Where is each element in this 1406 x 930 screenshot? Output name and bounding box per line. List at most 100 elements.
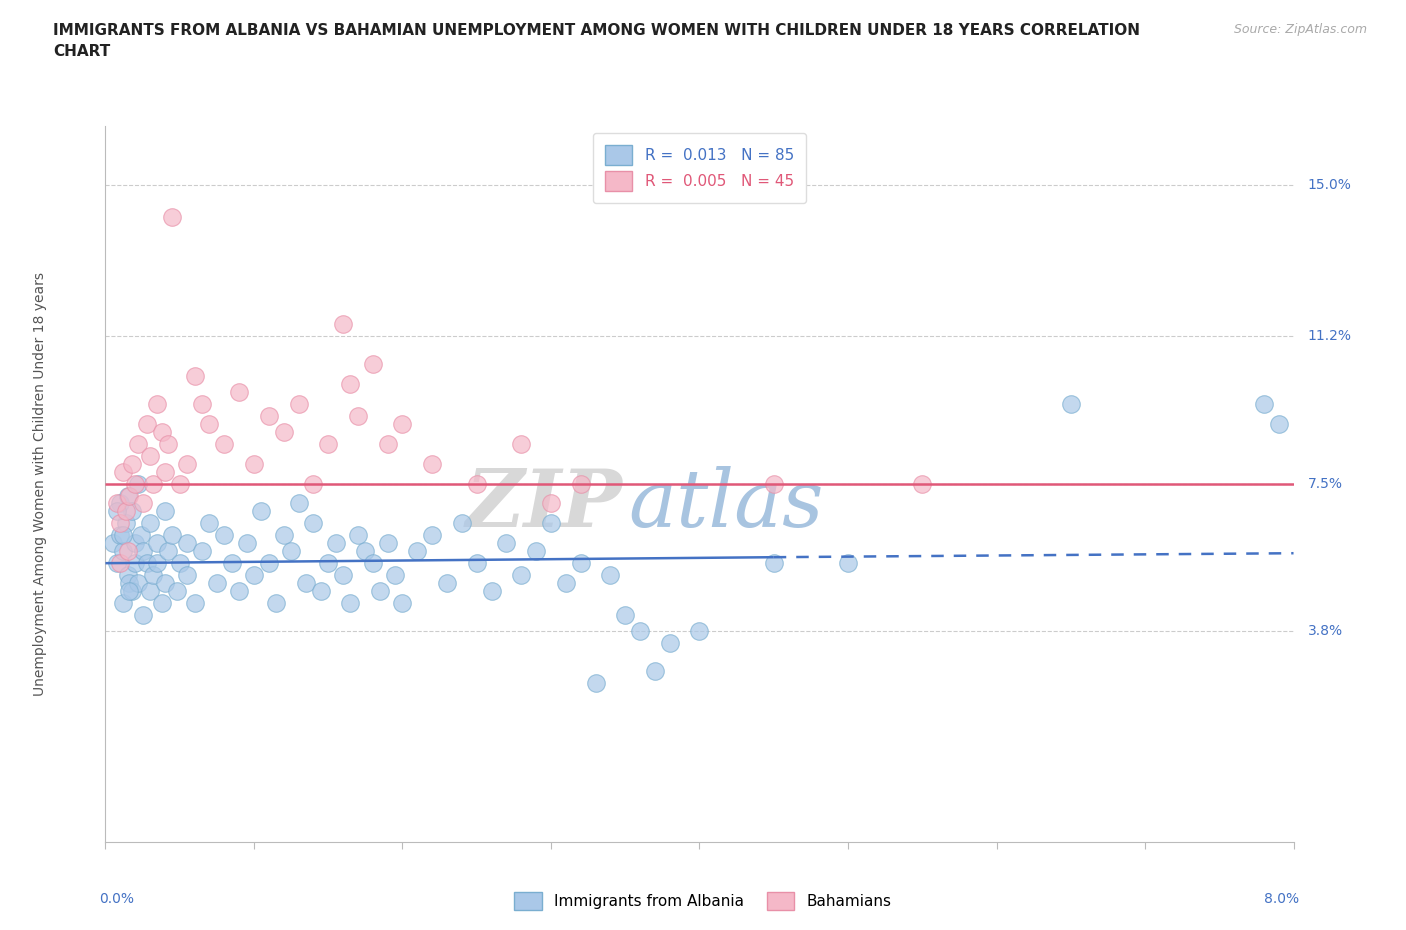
Point	[117, 544, 139, 559]
Point	[198, 417, 221, 432]
Point	[214, 436, 236, 451]
Point	[156, 436, 179, 451]
Point	[150, 424, 173, 439]
Point	[142, 567, 165, 582]
Point	[658, 635, 681, 650]
Point	[250, 504, 273, 519]
Point	[115, 516, 138, 531]
Point	[131, 607, 153, 622]
Point	[105, 496, 128, 511]
Point	[243, 567, 266, 582]
Point	[117, 567, 139, 582]
Point	[118, 576, 141, 591]
Point	[510, 567, 533, 582]
Point	[221, 556, 243, 571]
Point	[273, 424, 295, 439]
Point	[198, 516, 221, 531]
Point	[257, 556, 280, 571]
Point	[361, 556, 384, 571]
Point	[124, 556, 146, 571]
Point	[124, 476, 146, 491]
Text: ZIP: ZIP	[465, 466, 623, 544]
Text: 8.0%: 8.0%	[1264, 892, 1299, 906]
Point	[287, 396, 309, 411]
Point	[121, 457, 143, 472]
Point	[105, 504, 128, 519]
Point	[316, 436, 339, 451]
Point	[339, 377, 361, 392]
Point	[112, 595, 135, 610]
Text: Unemployment Among Women with Children Under 18 years: Unemployment Among Women with Children U…	[34, 272, 48, 696]
Point	[146, 396, 169, 411]
Point	[495, 536, 517, 551]
Point	[1253, 396, 1275, 411]
Point	[465, 556, 488, 571]
Point	[287, 496, 309, 511]
Point	[235, 536, 257, 551]
Point	[146, 556, 169, 571]
Point	[339, 595, 361, 610]
Point	[150, 595, 173, 610]
Point	[121, 504, 143, 519]
Point	[510, 436, 533, 451]
Point	[762, 556, 785, 571]
Point	[762, 476, 785, 491]
Point	[569, 556, 592, 571]
Point	[377, 436, 399, 451]
Point	[101, 536, 124, 551]
Point	[450, 516, 472, 531]
Text: atlas: atlas	[628, 466, 824, 544]
Point	[191, 396, 214, 411]
Text: IMMIGRANTS FROM ALBANIA VS BAHAMIAN UNEMPLOYMENT AMONG WOMEN WITH CHILDREN UNDER: IMMIGRANTS FROM ALBANIA VS BAHAMIAN UNEM…	[53, 23, 1140, 60]
Point	[162, 209, 184, 224]
Point	[176, 567, 198, 582]
Point	[354, 544, 377, 559]
Point	[156, 544, 179, 559]
Point	[169, 476, 191, 491]
Point	[110, 528, 132, 543]
Point	[309, 584, 332, 599]
Point	[347, 528, 370, 543]
Point	[481, 584, 503, 599]
Point	[347, 408, 370, 423]
Point	[139, 448, 162, 463]
Text: 15.0%: 15.0%	[1308, 179, 1351, 193]
Point	[465, 476, 488, 491]
Point	[139, 516, 162, 531]
Point	[228, 584, 250, 599]
Text: 7.5%: 7.5%	[1308, 476, 1343, 491]
Point	[131, 544, 153, 559]
Point	[837, 556, 859, 571]
Point	[112, 464, 135, 479]
Point	[105, 556, 128, 571]
Point	[110, 516, 132, 531]
Point	[118, 488, 141, 503]
Point	[420, 457, 443, 472]
Point	[280, 544, 302, 559]
Point	[110, 496, 132, 511]
Point	[153, 504, 176, 519]
Point	[228, 385, 250, 400]
Legend: R =  0.013   N = 85, R =  0.005   N = 45: R = 0.013 N = 85, R = 0.005 N = 45	[593, 133, 806, 203]
Point	[420, 528, 443, 543]
Point	[599, 567, 621, 582]
Point	[264, 595, 287, 610]
Point	[302, 476, 325, 491]
Point	[121, 584, 143, 599]
Point	[614, 607, 637, 622]
Point	[153, 464, 176, 479]
Point	[273, 528, 295, 543]
Point	[540, 496, 562, 511]
Point	[153, 576, 176, 591]
Point	[118, 584, 141, 599]
Point	[325, 536, 347, 551]
Point	[391, 595, 413, 610]
Point	[361, 357, 384, 372]
Point	[554, 576, 576, 591]
Point	[689, 623, 711, 638]
Text: 3.8%: 3.8%	[1308, 624, 1343, 638]
Point	[540, 516, 562, 531]
Point	[243, 457, 266, 472]
Point	[176, 457, 198, 472]
Point	[257, 408, 280, 423]
